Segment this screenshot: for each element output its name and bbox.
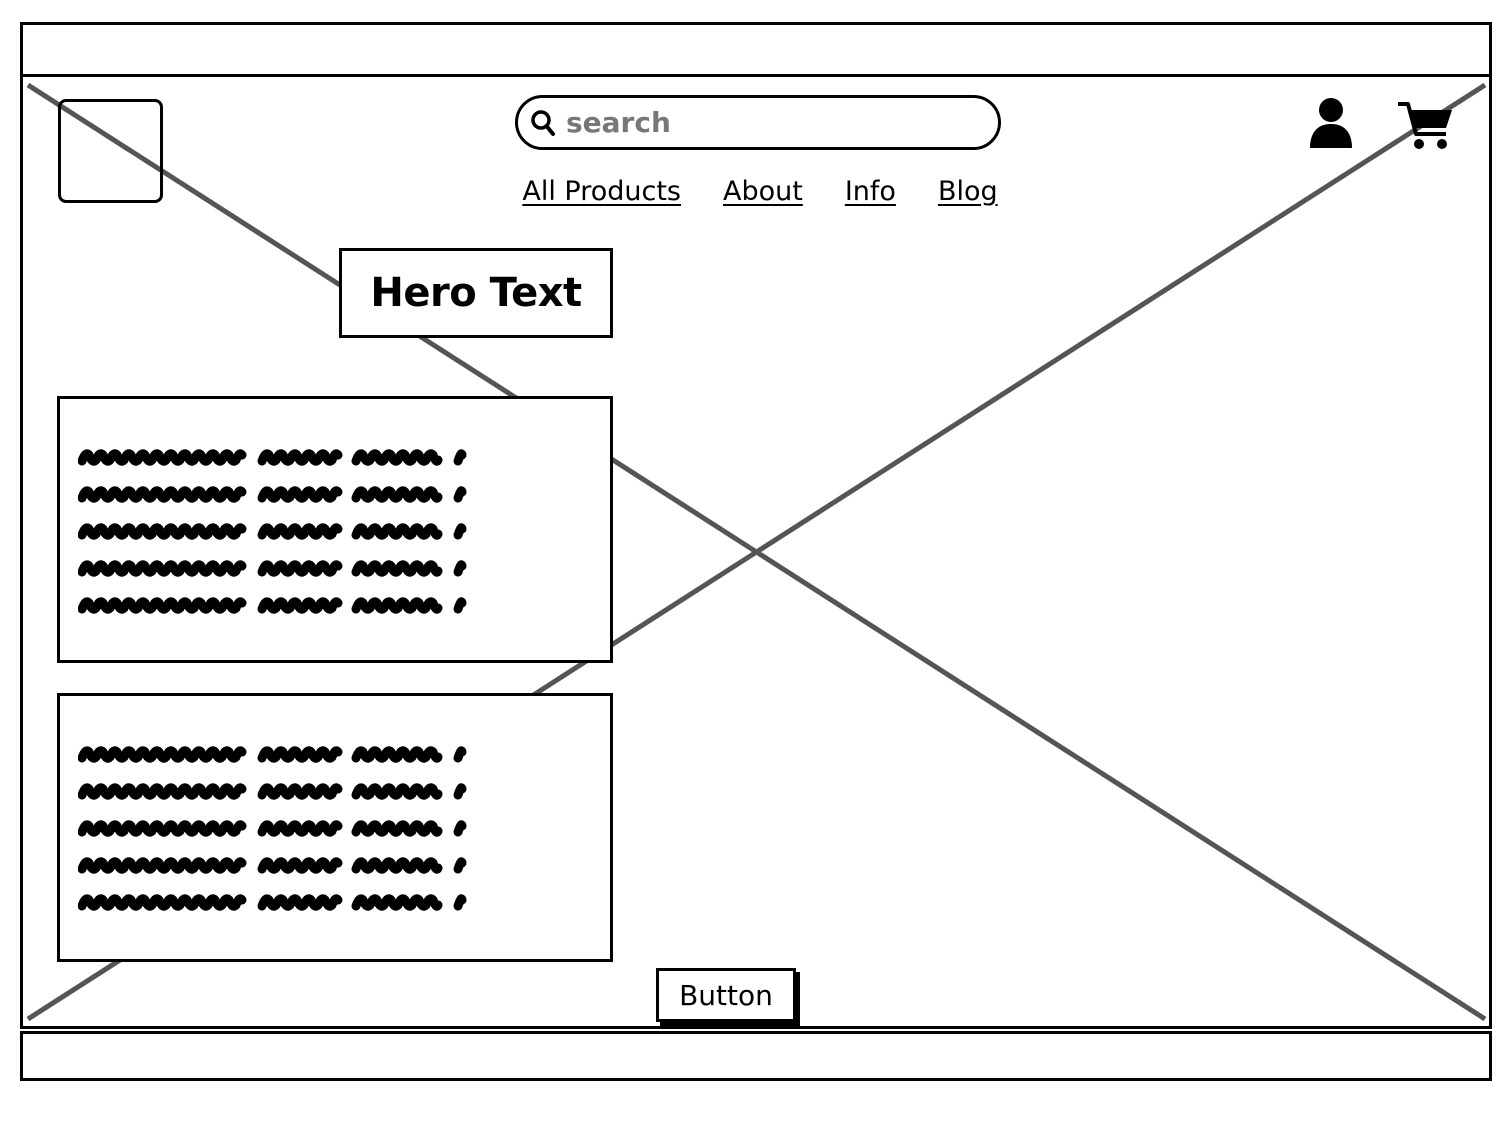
scribble-word [351,820,443,837]
scribble-word [453,560,467,577]
scribble-word [453,857,467,874]
placeholder-text-lines [78,746,467,911]
scribble-word [78,820,247,837]
scribble-word [257,486,343,503]
scribble-word [257,449,343,466]
nav-link-blog[interactable]: Blog [937,176,998,207]
scribble-word [257,597,343,614]
text-block-2 [57,693,613,962]
scribble-word [257,783,343,800]
scribble-word [351,560,443,577]
scribble-word [453,486,467,503]
scribble-word [351,894,443,911]
scribble-word [351,523,443,540]
scribble-word [78,894,247,911]
text-block-1 [57,396,613,663]
cta-button[interactable]: Button [656,968,796,1022]
browser-top-bar [20,22,1492,76]
scribble-word [351,783,443,800]
cart-icon[interactable] [1396,100,1454,150]
scribble-word [453,894,467,911]
page-frame [20,74,1492,1029]
search-input[interactable] [564,105,968,140]
footer-bar [20,1031,1492,1081]
scribble-word [78,783,247,800]
scribble-word [453,783,467,800]
scribble-word [453,820,467,837]
scribble-word [257,857,343,874]
scribble-word [257,894,343,911]
scribble-word [78,523,247,540]
scribble-word [351,597,443,614]
scribble-word [351,449,443,466]
scribble-word [351,857,443,874]
hero-text-box: Hero Text [339,248,613,338]
user-icon[interactable] [1308,96,1354,150]
scribble-word [78,857,247,874]
scribble-word [453,597,467,614]
nav-link-info[interactable]: Info [844,176,896,207]
scribble-word [257,820,343,837]
scribble-word [351,486,443,503]
logo-placeholder[interactable] [58,99,163,203]
scribble-word [351,746,443,763]
scribble-word [78,449,247,466]
scribble-word [78,560,247,577]
scribble-word [257,523,343,540]
search-icon [531,109,555,136]
scribble-word [78,486,247,503]
hero-text: Hero Text [370,270,582,316]
scribble-word [453,746,467,763]
scribble-word [257,746,343,763]
scribble-word [453,449,467,466]
scribble-word [78,597,247,614]
nav-link-about[interactable]: About [723,176,803,207]
nav-link-all-products[interactable]: All Products [522,176,681,207]
scribble-word [453,523,467,540]
main-nav: All Products About Info Blog [500,176,1020,220]
scribble-word [257,560,343,577]
placeholder-text-lines [78,449,467,614]
search-bar[interactable] [515,95,1001,150]
scribble-word [78,746,247,763]
